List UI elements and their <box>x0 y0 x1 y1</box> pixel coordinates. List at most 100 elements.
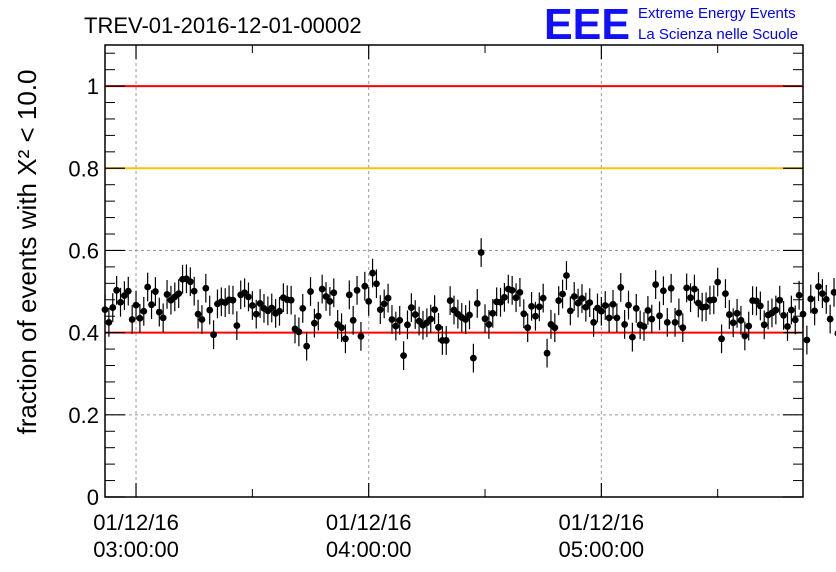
data-point <box>322 293 330 300</box>
data-point <box>648 315 656 323</box>
data-point <box>780 311 788 319</box>
data-point <box>753 297 760 305</box>
data-point <box>477 249 485 256</box>
y-tick-label: 0.6 <box>68 238 99 263</box>
data-point <box>175 290 183 297</box>
data-point <box>384 294 392 302</box>
data-point <box>303 342 311 350</box>
data-point <box>369 269 376 277</box>
eee-logo: EEE Extreme Energy Events La Scienza nel… <box>544 0 798 49</box>
data-point <box>128 316 136 323</box>
data-point <box>597 307 605 315</box>
data-point <box>784 323 791 330</box>
y-tick-label: 0.8 <box>68 156 99 181</box>
data-point <box>136 314 144 322</box>
data-point <box>590 318 597 326</box>
data-point <box>683 284 691 292</box>
data-point <box>318 285 326 293</box>
data-point <box>117 298 124 306</box>
data-point <box>252 310 260 318</box>
data-point <box>652 281 660 288</box>
data-point <box>446 297 454 304</box>
data-point <box>640 323 648 330</box>
data-point <box>155 308 163 316</box>
data-point <box>725 311 733 318</box>
data-point <box>733 309 741 317</box>
data-point <box>311 319 318 327</box>
data-point <box>535 303 543 311</box>
data-point <box>501 293 508 301</box>
data-point <box>442 337 450 344</box>
data-point <box>667 284 675 292</box>
data-point <box>551 324 559 332</box>
data-point <box>256 300 264 307</box>
data-point <box>729 319 737 327</box>
data-point <box>543 349 551 357</box>
data-point <box>528 302 535 310</box>
data-point <box>431 306 439 314</box>
data-point <box>326 298 334 305</box>
data-point <box>194 310 202 318</box>
data-point <box>532 312 539 320</box>
data-point <box>330 289 338 297</box>
data-point <box>388 316 396 323</box>
chart-title: TREV-01-2016-12-01-00002 <box>84 13 362 38</box>
data-point <box>675 309 683 317</box>
x-tick-date-label: 01/12/16 <box>559 510 645 535</box>
data-point <box>140 307 148 315</box>
data-point <box>539 294 547 302</box>
data-point <box>566 307 574 315</box>
data-point <box>109 304 117 311</box>
data-point <box>469 354 477 362</box>
data-point <box>357 332 365 340</box>
data-point <box>299 304 307 312</box>
data-point <box>516 288 524 296</box>
data-point <box>776 296 784 304</box>
data-point <box>349 316 357 324</box>
grid-lines <box>105 45 803 497</box>
data-point <box>380 300 388 308</box>
data-point <box>229 296 237 304</box>
data-point <box>485 321 493 328</box>
data-point <box>795 291 803 299</box>
logo-line1: Extreme Energy Events <box>638 5 796 22</box>
data-point <box>741 332 749 340</box>
data-point <box>481 315 489 323</box>
data-point <box>811 307 819 315</box>
data-points <box>101 238 836 373</box>
data-point <box>307 288 314 295</box>
x-axis: 01/12/1603:00:0001/12/1604:00:0001/12/16… <box>93 45 719 562</box>
data-point <box>578 295 586 302</box>
data-point <box>295 328 303 336</box>
data-point <box>644 307 652 314</box>
data-point <box>613 314 621 322</box>
data-point <box>520 310 528 318</box>
data-point <box>400 352 407 360</box>
data-point <box>570 293 578 300</box>
data-point <box>791 316 799 324</box>
data-point <box>609 300 617 308</box>
data-point <box>586 299 594 307</box>
data-point <box>718 335 725 343</box>
logo-line2: La Scienza nelle Scuole <box>638 26 798 43</box>
data-point <box>206 306 214 314</box>
data-point <box>144 283 152 291</box>
data-point <box>163 291 171 298</box>
data-point <box>210 331 217 339</box>
data-point <box>760 321 768 329</box>
data-point <box>113 286 121 294</box>
data-point <box>198 316 206 323</box>
data-point <box>772 306 780 314</box>
data-point <box>396 316 404 324</box>
data-point <box>818 290 826 297</box>
data-point <box>427 315 435 323</box>
data-point <box>202 284 210 292</box>
data-point <box>745 322 753 330</box>
data-point <box>722 290 729 297</box>
data-point <box>687 294 694 302</box>
y-axis-label: fraction of events with X² < 10.0 <box>12 70 42 435</box>
data-point <box>737 316 745 324</box>
data-point <box>807 295 815 303</box>
data-point <box>435 323 442 331</box>
